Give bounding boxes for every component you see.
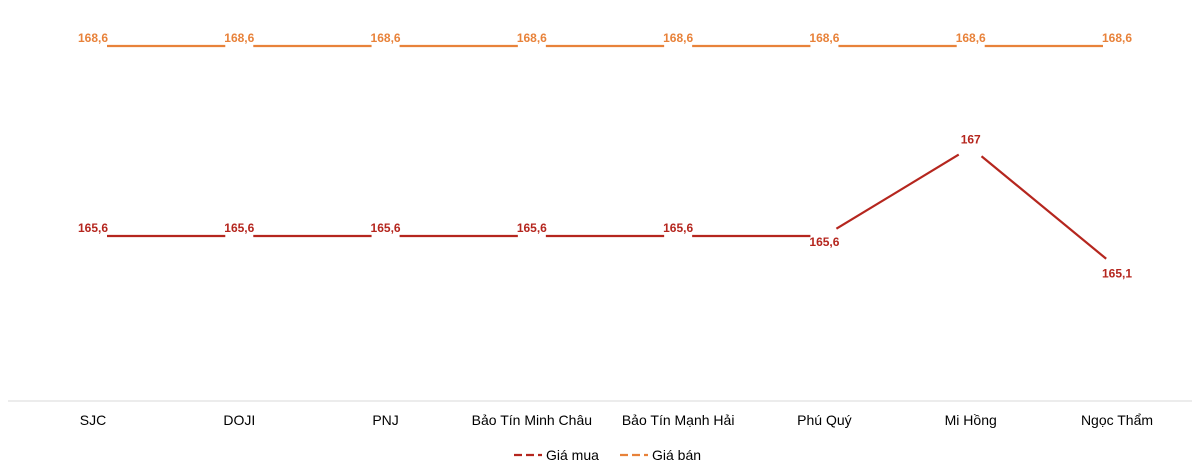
category-label: Mi Hồng [945, 412, 997, 428]
data-label-gia-ban: 168,6 [809, 31, 839, 45]
data-label-gia-mua: 167 [961, 132, 981, 146]
data-label-gia-ban: 168,6 [517, 31, 547, 45]
category-label: Bảo Tín Mạnh Hải [622, 412, 735, 428]
data-label-gia-ban: 168,6 [224, 31, 254, 45]
category-label: Ngọc Thẩm [1081, 412, 1153, 428]
data-label-gia-mua: 165,6 [78, 221, 108, 235]
data-label-gia-mua: 165,1 [1102, 267, 1132, 281]
data-label-gia-ban: 168,6 [956, 31, 986, 45]
data-label-gia-ban: 168,6 [371, 31, 401, 45]
legend-label-gia-ban: Giá bán [652, 447, 701, 463]
data-label-gia-mua: 165,6 [663, 221, 693, 235]
category-labels: SJC DOJI PNJ Bảo Tín Minh Châu Bảo Tín Mạnh … [80, 412, 1153, 428]
series-segment-gia-mua [835, 153, 960, 230]
data-label-gia-ban: 168,6 [1102, 31, 1132, 45]
data-label-gia-mua: 165,6 [224, 221, 254, 235]
category-label: SJC [80, 412, 106, 428]
category-label: Phú Quý [797, 412, 851, 428]
data-label-gia-mua: 165,6 [371, 221, 401, 235]
category-label: Bảo Tín Minh Châu [472, 412, 592, 428]
data-label-gia-ban: 168,6 [78, 31, 108, 45]
data-labels-layer: 165,6 165,6 165,6 165,6 165,6 165,6 167 165,1 16… [78, 31, 1132, 281]
data-label-gia-ban: 168,6 [663, 31, 693, 45]
category-label: DOJI [223, 412, 255, 428]
series-segment-gia-mua [980, 155, 1107, 260]
series-layer [107, 44, 1107, 260]
category-label: PNJ [372, 412, 398, 428]
legend-label-gia-mua: Giá mua [546, 447, 599, 463]
legend: Giá mua Giá bán [514, 447, 701, 463]
data-label-gia-mua: 165,6 [517, 221, 547, 235]
data-label-gia-mua: 165,6 [809, 235, 839, 249]
